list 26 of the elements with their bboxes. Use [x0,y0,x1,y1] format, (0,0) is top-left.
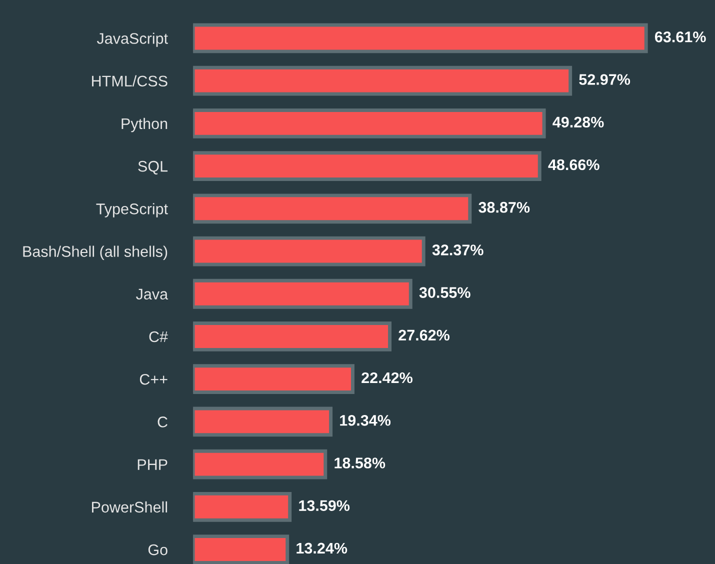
y-tick-label: Bash/Shell (all shells) [23,246,168,260]
data-label: 48.66% [548,159,600,170]
data-label: 63.61% [654,32,706,42]
y-tick-label: C++ [140,374,168,385]
data-label: 18.58% [334,458,386,468]
y-tick-label: TypeScript [96,203,168,218]
data-label: 22.42% [362,372,412,384]
data-label: 32.37% [432,244,484,256]
y-tick-label: HTML/CSS [92,75,168,87]
data-label: 27.62% [398,330,450,341]
data-label: 30.55% [419,287,470,298]
y-tick-label: SQL [138,160,168,174]
y-tick-label: Java [136,288,168,300]
data-label: 13.24% [296,542,348,554]
data-label: 38.87% [478,202,530,213]
y-tick-label: PHP [138,459,168,470]
y-tick-label: Python [122,118,168,132]
data-label: 19.34% [340,414,391,426]
y-tick-label: Go [148,544,168,556]
data-label: 49.28% [552,116,604,128]
y-tick-label: C# [149,331,168,342]
data-label: 52.97% [579,74,630,85]
y-tick-label: C [158,416,168,428]
y-tick-label: PowerShell [92,501,168,513]
y-tick-label: JavaScript [96,32,168,47]
data-label: 13.59% [299,500,350,512]
